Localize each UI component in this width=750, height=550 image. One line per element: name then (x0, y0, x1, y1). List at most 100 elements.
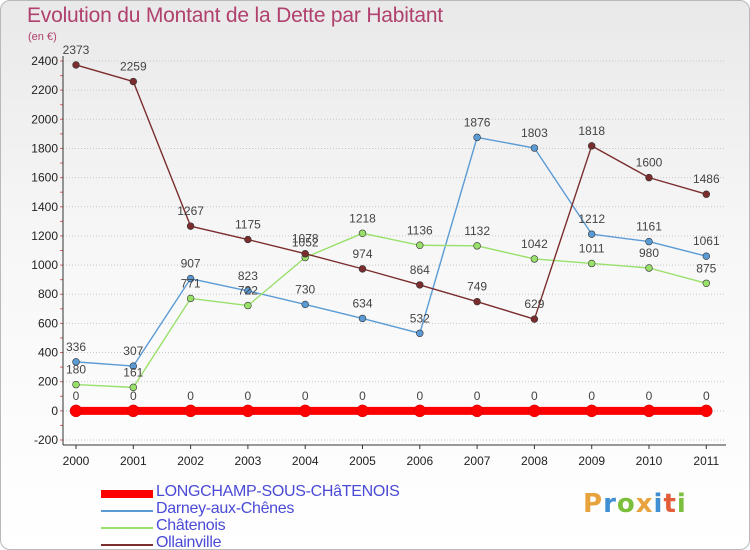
data-point (186, 222, 195, 230)
y-tick-label: 1400 (31, 200, 58, 214)
y-tick-label: 600 (38, 316, 58, 330)
data-label: 1042 (521, 237, 548, 251)
data-point (129, 362, 138, 370)
data-point (72, 380, 80, 389)
y-tick-label: -200 (34, 433, 58, 447)
x-tick-label: 2002 (177, 454, 204, 468)
data-point (700, 404, 713, 418)
x-tick-label: 2001 (120, 454, 147, 468)
data-label: 307 (123, 344, 143, 358)
data-label: 1052 (292, 235, 319, 249)
data-point (301, 300, 309, 309)
y-tick-label: 2000 (31, 112, 58, 126)
data-label: 1061 (693, 234, 720, 248)
data-label: 2373 (63, 43, 90, 57)
data-label: 722 (238, 284, 258, 298)
series-line-1 (75, 136, 707, 367)
proxiti-logo: Proxiti (583, 489, 687, 519)
data-point (298, 404, 312, 418)
y-tick-label: 200 (38, 375, 58, 389)
data-label: 1011 (579, 241, 605, 255)
data-label: 1803 (521, 126, 548, 140)
series-line-2 (75, 232, 707, 389)
data-point (645, 237, 653, 246)
legend-swatch (101, 510, 153, 512)
x-tick-label: 2003 (235, 454, 262, 468)
legend-label: Darney-aux-Chênes (156, 500, 295, 517)
data-point (473, 297, 481, 306)
data-point (530, 255, 539, 263)
x-tick-label: 2006 (406, 454, 433, 468)
data-label: 0 (531, 389, 538, 403)
data-label: 161 (123, 365, 143, 379)
data-point (702, 252, 710, 260)
data-point (244, 287, 252, 295)
data-label: 2259 (120, 60, 147, 74)
data-point (416, 241, 424, 249)
x-tick-label: 2005 (349, 454, 376, 468)
data-point (473, 242, 481, 250)
y-tick-label: 1000 (31, 258, 58, 272)
data-label: 1600 (636, 156, 663, 170)
legend-label: Ollainville (156, 534, 222, 550)
data-label: 0 (588, 389, 595, 403)
data-label: 1267 (177, 204, 204, 218)
data-point (416, 281, 424, 289)
data-point (356, 404, 369, 418)
data-label: 634 (352, 296, 372, 310)
data-point (358, 229, 367, 237)
data-point (72, 61, 80, 69)
data-point (184, 404, 197, 418)
data-point (585, 404, 598, 418)
data-label: 0 (416, 389, 423, 403)
data-label: 1218 (349, 211, 376, 225)
data-label: 907 (181, 257, 201, 271)
data-point (358, 314, 367, 323)
data-point (244, 301, 252, 310)
data-point (416, 329, 424, 337)
data-label: 0 (646, 389, 653, 403)
data-point (129, 77, 138, 86)
data-label: 0 (359, 389, 366, 403)
logo-letter: P (583, 489, 604, 519)
data-label: 0 (302, 389, 309, 403)
data-label: 0 (130, 389, 137, 403)
y-tick-label: 0 (51, 404, 58, 418)
data-label: 0 (187, 389, 194, 403)
data-point (413, 404, 427, 418)
data-label: 875 (696, 261, 716, 275)
data-label: 0 (474, 389, 481, 403)
y-tick-label: 2400 (31, 54, 58, 68)
logo-letter: i (676, 489, 687, 519)
data-point (645, 264, 653, 272)
legend-swatch (101, 527, 153, 529)
data-point (127, 404, 140, 418)
data-point (358, 265, 367, 273)
data-label: 1212 (578, 212, 605, 226)
x-tick-label: 2010 (636, 454, 663, 468)
x-tick-label: 2000 (63, 454, 90, 468)
data-label: 1818 (578, 124, 605, 138)
data-label: 980 (639, 246, 659, 260)
logo-letter: t (663, 489, 677, 519)
x-tick-label: 2009 (578, 454, 605, 468)
y-tick-label: 2200 (31, 83, 58, 97)
data-point (72, 358, 80, 366)
logo-letter: r (603, 489, 617, 519)
data-label: 1161 (636, 220, 662, 234)
data-point (645, 173, 653, 182)
data-point (241, 404, 255, 418)
data-label: 629 (524, 297, 544, 311)
x-tick-label: 2008 (521, 454, 548, 468)
y-unit-label: (en €) (28, 31, 57, 43)
data-point (301, 250, 309, 258)
data-point (587, 142, 596, 150)
data-point (528, 404, 541, 418)
data-label: 823 (238, 269, 258, 283)
data-label: 1078 (292, 232, 319, 246)
data-point (530, 315, 539, 323)
legend-swatch (101, 490, 153, 498)
x-tick-label: 2011 (693, 454, 719, 468)
legend-swatch (101, 544, 153, 546)
data-point (186, 294, 195, 303)
